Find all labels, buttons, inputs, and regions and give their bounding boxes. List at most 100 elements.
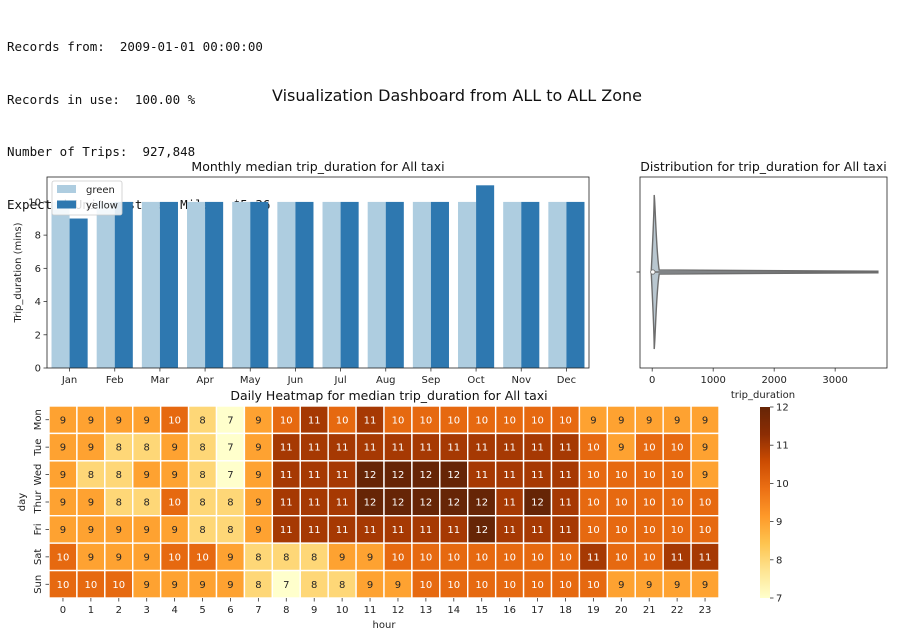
heatmap-cell-label: 12 — [364, 470, 377, 481]
heatmap-cell-label: 8 — [283, 552, 289, 563]
heatmap-cell — [299, 515, 329, 544]
heatmap-cell — [411, 460, 441, 489]
colorbar-tick-label: 7 — [776, 594, 782, 605]
heatmap-cell-label: 11 — [280, 443, 293, 454]
heatmap-cell-label: 10 — [615, 525, 628, 536]
heatmap-x-tick-label: 5 — [199, 605, 205, 616]
heatmap-cell — [299, 432, 329, 462]
heatmap-cell-label: 9 — [395, 580, 401, 591]
heatmap-cell — [243, 542, 274, 572]
violin-median-point — [650, 269, 656, 275]
heatmap-cell-label: 11 — [671, 552, 684, 563]
bar-yellow-Nov — [521, 201, 540, 368]
bar-yellow-Apr — [205, 201, 224, 368]
heatmap-cell-label: 10 — [112, 580, 125, 591]
heatmap-cell-label: 8 — [144, 498, 150, 509]
heatmap-cell-label: 10 — [671, 470, 684, 481]
heatmap-cell-label: 11 — [503, 498, 516, 509]
heatmap-cell-label: 9 — [339, 552, 345, 563]
heatmap-cell-label: 8 — [339, 580, 345, 591]
heatmap-cell — [606, 487, 636, 517]
heatmap-cell-label: 12 — [420, 498, 433, 509]
heatmap-cell — [578, 460, 609, 489]
heatmap-cell — [439, 515, 469, 544]
heatmap-cell-label: 9 — [171, 525, 177, 536]
y-tick-label: 2 — [35, 330, 41, 341]
heatmap-cell-label: 7 — [227, 443, 233, 454]
heatmap-cell — [299, 542, 329, 572]
colorbar-tick-label: 10 — [776, 479, 789, 490]
heatmap-cell-label: 10 — [587, 580, 600, 591]
heatmap-cell-label: 9 — [88, 443, 94, 454]
heatmap-cell-label: 10 — [57, 580, 70, 591]
heatmap-cell-label: 10 — [531, 580, 544, 591]
heatmap-x-tick-label: 8 — [283, 605, 289, 616]
violin-x-axis-label: trip_duration — [731, 390, 795, 401]
legend-label-yellow: yellow — [86, 201, 118, 212]
x-tick-label: Sep — [421, 375, 440, 386]
bar-yellow-May — [250, 201, 269, 368]
heatmap-cell-label: 10 — [336, 415, 349, 426]
heatmap-cell-label: 12 — [392, 470, 405, 481]
legend-label-green: green — [86, 185, 115, 196]
y-tick-label: 10 — [28, 197, 41, 208]
heatmap-cell — [271, 569, 301, 599]
heatmap-cell — [187, 432, 218, 462]
heatmap-cell-label: 9 — [367, 552, 373, 563]
heatmap-cell-label: 10 — [503, 580, 516, 591]
heatmap-x-tick-label: 18 — [559, 605, 572, 616]
records-in-use-text: Records in use: 100.00 % — [7, 91, 196, 107]
heatmap-cell-label: 9 — [144, 580, 150, 591]
heatmap-cell — [104, 405, 134, 435]
legend: green yellow — [51, 180, 123, 216]
heatmap-cell-label: 10 — [643, 525, 656, 536]
heatmap-cell-label: 9 — [618, 415, 624, 426]
heatmap-cell-label: 8 — [227, 525, 233, 536]
heatmap-chart: Daily Heatmap for median trip_duration f… — [17, 388, 789, 631]
bar-green-Apr — [187, 201, 206, 368]
heatmap-cell — [76, 460, 106, 489]
bar-green-Dec — [548, 201, 567, 368]
heatmap-cell — [215, 460, 246, 489]
heatmap-cell-label: 8 — [88, 470, 94, 481]
bar-yellow-Sep — [430, 201, 449, 368]
heatmap-cell-label: 10 — [392, 552, 405, 563]
bar-green-Jun — [277, 201, 296, 368]
heatmap-cell-label: 9 — [116, 552, 122, 563]
heatmap-cell — [662, 405, 692, 435]
heatmap-cell-label: 8 — [199, 498, 205, 509]
heatmap-cell-label: 10 — [420, 415, 433, 426]
bar-yellow-Jan — [69, 218, 88, 368]
violin-chart-frame — [639, 176, 888, 369]
bar-yellow-Jul — [340, 201, 359, 368]
heatmap-cell-label: 11 — [559, 443, 572, 454]
heatmap-cell-label: 10 — [671, 498, 684, 509]
bar-green-Feb — [96, 201, 115, 368]
heatmap-y-axis-label: day — [17, 493, 28, 511]
heatmap-cell — [299, 569, 329, 599]
heatmap-cell — [690, 542, 720, 572]
heatmap-cell — [578, 542, 609, 572]
heatmap-cell-label: 11 — [503, 443, 516, 454]
heatmap-cell-label: 11 — [336, 525, 349, 536]
heatmap-cell-label: 8 — [311, 580, 317, 591]
bar-green-Aug — [367, 201, 386, 368]
heatmap-x-tick-label: 12 — [392, 605, 405, 616]
heatmap-cell-label: 10 — [699, 498, 712, 509]
records-from-text: Records from: 2009-01-01 00:00:00 — [7, 39, 263, 54]
x-tick-label: Apr — [196, 375, 214, 386]
heatmap-cell-label: 8 — [227, 498, 233, 509]
heatmap-cell-label: 11 — [308, 498, 321, 509]
colorbar-tick-label: 8 — [776, 555, 782, 566]
heatmap-cell — [494, 460, 525, 489]
heatmap-cell-label: 10 — [475, 552, 488, 563]
heatmap-cell-label: 10 — [671, 525, 684, 536]
heatmap-cell-label: 8 — [144, 443, 150, 454]
bar-yellow-Oct — [476, 185, 495, 368]
heatmap-cell-label: 10 — [643, 443, 656, 454]
heatmap-cell-label: 8 — [199, 470, 205, 481]
heatmap-cell-label: 10 — [280, 415, 293, 426]
heatmap-cell-label: 9 — [116, 415, 122, 426]
heatmap-cell-label: 10 — [447, 415, 460, 426]
heatmap-cell-label: 11 — [336, 498, 349, 509]
